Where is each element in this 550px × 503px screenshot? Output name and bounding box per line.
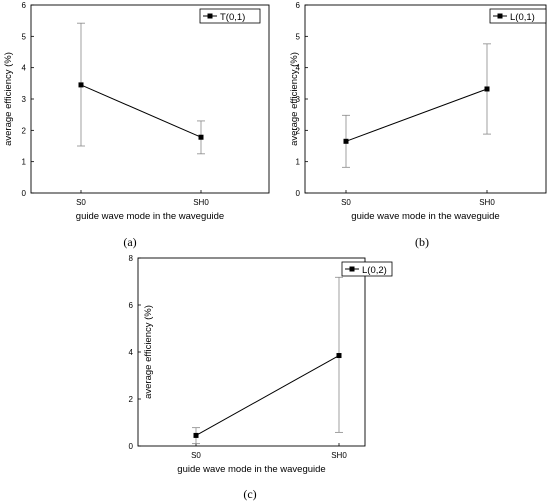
y-tick-label: 2 bbox=[129, 395, 134, 404]
panel-caption: (a) bbox=[123, 235, 136, 249]
legend-box bbox=[489, 8, 547, 24]
plot-frame bbox=[304, 4, 547, 194]
series-line bbox=[195, 355, 340, 436]
y-axis-label: average efficiency (%) bbox=[143, 305, 154, 399]
series-line bbox=[345, 88, 488, 142]
x-axis-label: guide wave mode in the waveguide bbox=[76, 211, 224, 222]
x-axis-label: guide wave mode in the waveguide bbox=[351, 211, 499, 222]
data-point bbox=[78, 82, 84, 88]
legend-box bbox=[341, 261, 393, 277]
y-tick-label: 4 bbox=[22, 64, 27, 73]
plot-frame bbox=[137, 257, 366, 447]
y-tick-label: 8 bbox=[129, 254, 134, 263]
x-tick-label: S0 bbox=[76, 198, 86, 207]
y-tick-label: 0 bbox=[22, 189, 27, 198]
chart-panel-b: 0 1 2 3 4 5 6 S0 SH0 guide wave mode in the waveg… bbox=[289, 1, 547, 249]
y-tick-label: 6 bbox=[22, 1, 27, 10]
y-tick-label: 0 bbox=[296, 189, 301, 198]
legend-marker bbox=[207, 13, 213, 19]
data-point bbox=[336, 353, 342, 359]
x-tick-label: SH0 bbox=[479, 198, 495, 207]
y-tick-label: 2 bbox=[22, 126, 27, 135]
y-tick-label: 6 bbox=[129, 301, 134, 310]
data-point bbox=[484, 86, 490, 92]
data-point bbox=[198, 134, 204, 140]
y-tick-label: 1 bbox=[296, 158, 301, 167]
y-axis-label: average efficiency (%) bbox=[289, 52, 300, 146]
legend-box bbox=[199, 8, 261, 24]
y-tick-label: 6 bbox=[296, 1, 301, 10]
y-tick-label: 4 bbox=[296, 64, 301, 73]
legend: L(0,1) bbox=[489, 8, 547, 24]
plot-frame bbox=[30, 4, 270, 194]
series-line bbox=[80, 84, 202, 138]
y-tick-label: 2 bbox=[296, 126, 301, 135]
legend: L(0,2) bbox=[341, 261, 393, 277]
legend: T(0,1) bbox=[199, 8, 261, 24]
data-point bbox=[193, 432, 199, 438]
y-axis-label: average efficiency (%) bbox=[3, 52, 14, 146]
legend-label: L(0,1) bbox=[510, 12, 535, 23]
y-tick-label: 3 bbox=[22, 95, 27, 104]
chart-panel-a: 0 1 2 3 4 5 6 S0 SH0 guide wave mode in the waveg… bbox=[3, 1, 270, 249]
y-tick-label: 0 bbox=[129, 442, 134, 451]
legend-marker bbox=[497, 13, 503, 19]
x-tick-label: S0 bbox=[341, 198, 351, 207]
data-point bbox=[343, 138, 349, 144]
legend-label: L(0,2) bbox=[362, 265, 387, 276]
x-tick-label: S0 bbox=[191, 451, 201, 460]
chart-panel-c: 0 2 4 6 8 S0 SH0 guide wave mode in the wavegui… bbox=[129, 254, 393, 501]
legend-marker bbox=[349, 266, 355, 272]
panel-caption: (b) bbox=[415, 235, 429, 249]
y-tick-label: 4 bbox=[129, 348, 134, 357]
x-axis-label: guide wave mode in the waveguide bbox=[177, 464, 325, 475]
y-tick-label: 1 bbox=[22, 158, 27, 167]
x-tick-label: SH0 bbox=[193, 198, 209, 207]
y-tick-label: 3 bbox=[296, 95, 301, 104]
x-tick-label: SH0 bbox=[331, 451, 347, 460]
y-tick-label: 5 bbox=[22, 32, 27, 41]
y-tick-label: 5 bbox=[296, 32, 301, 41]
legend-label: T(0,1) bbox=[220, 12, 245, 23]
panel-caption: (c) bbox=[243, 487, 256, 501]
